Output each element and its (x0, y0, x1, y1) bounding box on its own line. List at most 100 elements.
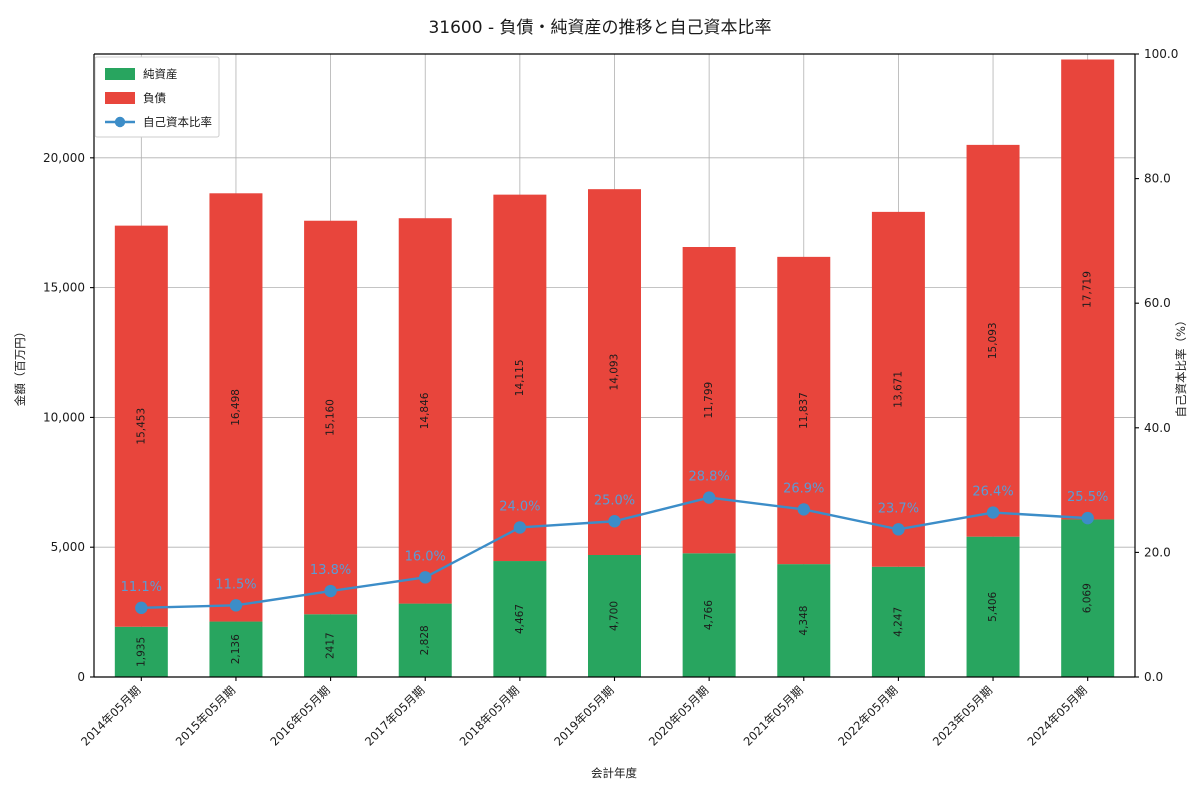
chart-title: 31600 - 負債・純資産の推移と自己資本比率 (428, 18, 771, 38)
secondary-y-tick-label: 80.0 (1144, 172, 1171, 186)
secondary-y-axis-label: 自己資本比率（%） (1174, 315, 1188, 418)
y-tick-label: 15,000 (43, 281, 85, 295)
bar-value-label-liabilities: 11,837 (798, 392, 810, 429)
bar-segment-liabilities (304, 220, 358, 615)
bar-value-label-equity: 4,247 (892, 607, 904, 637)
bar-segment-liabilities (871, 211, 925, 567)
bar-segment-liabilities (588, 189, 641, 555)
bar-segment-liabilities (398, 218, 452, 604)
bar-value-label-liabilities: 11,799 (703, 382, 715, 419)
secondary-y-axis-ticks: 0.0 20.0 40.0 60.0 80.0 100.0 (1135, 47, 1178, 684)
y-tick-label: 5,000 (51, 540, 85, 554)
bar-value-label-liabilities: 14,846 (419, 392, 431, 429)
secondary-y-tick-label: 20.0 (1144, 545, 1171, 559)
ratio-line-layer (135, 491, 1094, 615)
ratio-value-label: 13.8% (310, 563, 351, 578)
bar-segment-equity (682, 553, 736, 677)
bar-segment-equity (398, 603, 452, 677)
y-axis-ticks: 0 5,000 10,000 15,000 20,000 (43, 151, 94, 684)
bar-segment-equity (304, 614, 358, 677)
ratio-value-label: 25.0% (594, 493, 635, 508)
bar-segment-equity (209, 621, 263, 677)
bar-value-label-liabilities: 15,453 (135, 408, 147, 445)
bar-segment-liabilities (209, 193, 263, 622)
legend-color-swatch (105, 92, 135, 104)
y-tick-label: 10,000 (43, 410, 85, 424)
x-tick-label: 2014年05月期 (78, 683, 143, 748)
legend-color-swatch (105, 68, 135, 80)
x-tick-label: 2022年05月期 (835, 683, 900, 748)
secondary-y-tick-label: 60.0 (1144, 296, 1171, 310)
x-tick-label: 2019年05月期 (551, 683, 616, 748)
x-axis-ticks: 2014年05月期 2015年05月期 2016年05月期 2017年05月期 2018… (78, 677, 1090, 749)
bar-value-label-liabilities: 15,093 (987, 322, 999, 359)
legend-item-equity-ratio[interactable]: 自己資本比率 (105, 115, 212, 129)
bar-value-label-equity: 4,467 (514, 604, 526, 634)
ratio-value-label: 11.1% (121, 580, 162, 595)
bar-value-label-liabilities: 17,719 (1082, 271, 1094, 308)
x-tick-label: 2018年05月期 (457, 683, 522, 748)
bar-value-label-liabilities: 14,093 (609, 354, 621, 391)
ratio-value-label: 11.5% (215, 577, 256, 592)
y-tick-label: 20,000 (43, 151, 85, 165)
ratio-value-label: 26.4% (972, 485, 1013, 500)
bar-value-label-liabilities: 16,498 (230, 389, 242, 426)
bar-value-label-equity: 4,766 (703, 600, 715, 630)
ratio-value-label: 26.9% (783, 481, 824, 496)
ratio-data-point (513, 521, 527, 534)
x-axis-label: 会計年度 (591, 766, 637, 780)
ratio-data-point (797, 503, 810, 516)
bar-segment-equity (777, 564, 831, 677)
ratio-value-label: 28.8% (688, 470, 729, 485)
bar-segment-equity (114, 626, 168, 677)
legend-marker-icon (114, 116, 126, 128)
legend-item-net-assets[interactable]: 純資産 (105, 67, 178, 81)
ratio-value-label: 16.0% (405, 549, 446, 564)
bar-value-label-equity: 4,700 (609, 601, 621, 631)
bars-layer (114, 59, 1115, 677)
bar-value-label-equity: 5,406 (987, 591, 999, 621)
bar-value-label-equity: 6,069 (1082, 583, 1094, 613)
legend-label: 自己資本比率 (143, 115, 212, 129)
ratio-data-point (892, 523, 905, 536)
ratio-value-label: 24.0% (499, 499, 540, 514)
bar-value-label-liabilities: 15,160 (325, 399, 337, 436)
legend-label: 純資産 (143, 67, 178, 81)
x-tick-label: 2015年05月期 (173, 683, 238, 748)
y-tick-label: 0 (77, 670, 85, 684)
ratio-data-point (608, 515, 621, 528)
bar-segment-liabilities (114, 225, 168, 627)
ratio-data-point (1081, 511, 1094, 525)
bar-segment-equity (1061, 519, 1115, 677)
y-axis-label: 金額（百万円） (13, 326, 27, 407)
bar-segment-liabilities (966, 144, 1020, 537)
x-tick-label: 2020年05月期 (646, 683, 711, 748)
bar-segment-equity (493, 561, 547, 677)
ratio-value-label: 25.5% (1067, 490, 1108, 505)
ratio-data-point (702, 491, 716, 504)
secondary-y-tick-label: 100.0 (1144, 47, 1178, 61)
bar-value-labels: 1,935 15,453 2,136 16,498 2417 15,160 2,828 14,… (135, 271, 1093, 667)
legend-item-liabilities[interactable]: 負債 (105, 91, 166, 105)
bar-value-label-liabilities: 13,671 (892, 371, 904, 408)
x-tick-label: 2017年05月期 (362, 683, 427, 748)
ratio-value-labels: 11.1% 11.5% 13.8% 16.0% 24.0% 25.0% 28.8% 26.9%… (121, 470, 1109, 595)
ratio-value-label: 23.7% (878, 501, 919, 516)
bar-value-label-equity: 1,935 (135, 637, 147, 667)
ratio-data-point (986, 506, 1000, 519)
bar-value-label-equity: 2,828 (419, 625, 431, 655)
bar-segment-equity (966, 536, 1020, 677)
ratio-data-point (419, 571, 432, 584)
bar-value-label-equity: 2417 (325, 632, 337, 659)
ratio-data-point (324, 584, 337, 598)
legend-label: 負債 (143, 91, 166, 105)
bar-value-label-equity: 4,348 (798, 606, 810, 636)
bar-value-label-liabilities: 14,115 (514, 359, 526, 396)
x-tick-label: 2021年05月期 (741, 683, 806, 748)
x-tick-label: 2016年05月期 (267, 683, 332, 748)
bar-segment-liabilities (493, 194, 547, 562)
secondary-y-tick-label: 40.0 (1144, 421, 1171, 435)
